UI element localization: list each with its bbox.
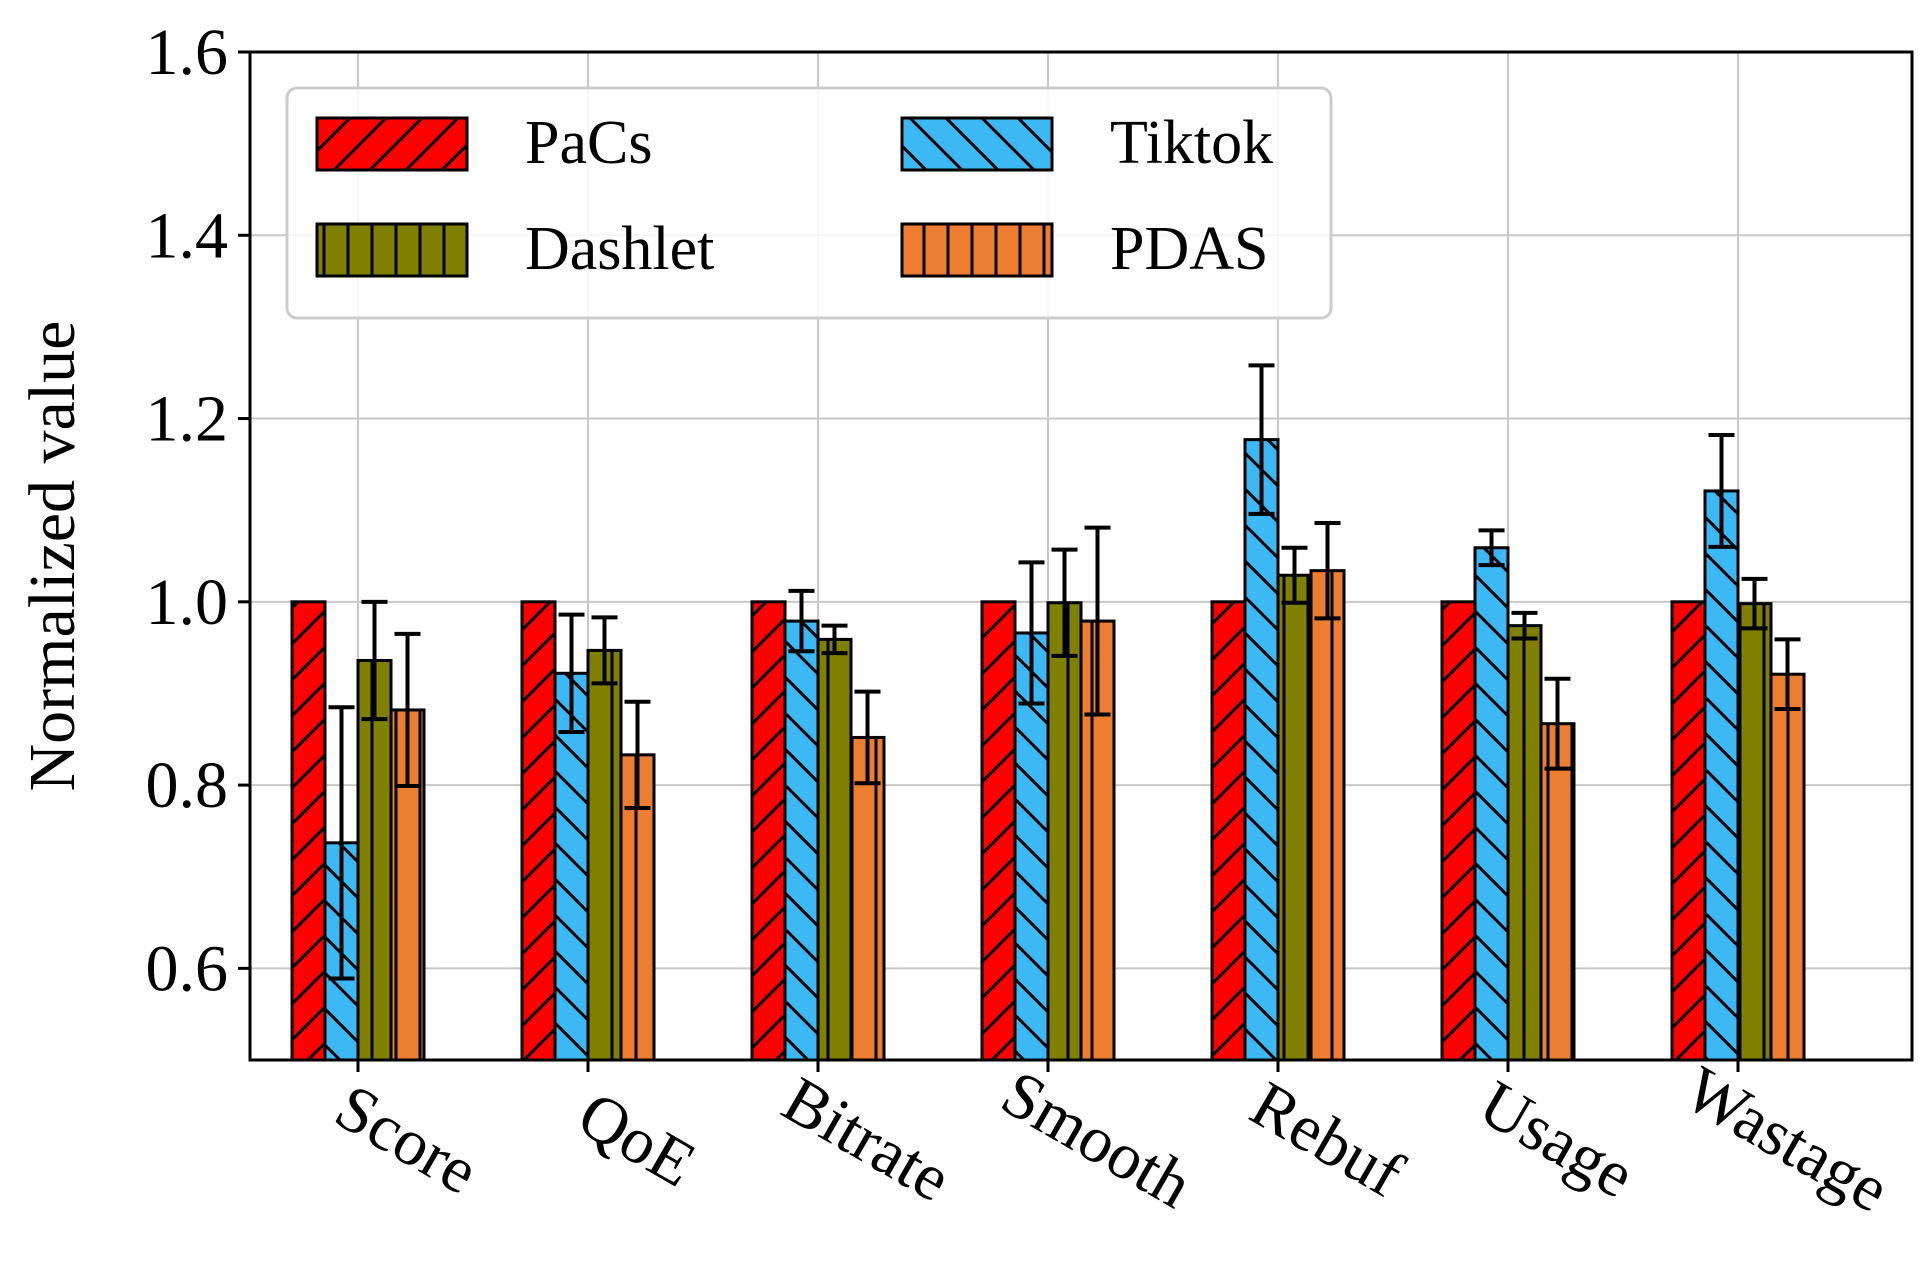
bar-pacs-rebuf-hatch [1212, 601, 1245, 1060]
bar-pacs-qoe-hatch [522, 601, 555, 1060]
legend-item-dashlet: Dashlet [315, 215, 714, 283]
y-tick-label-1: 0.8 [146, 749, 229, 822]
legend-item-pacs-label: PaCs [525, 109, 652, 177]
y-tick-label-5: 1.6 [146, 16, 229, 89]
legend-frame [285, 86, 1333, 320]
bar-tiktok-usage-hatch [1475, 547, 1508, 1060]
bar-dashlet-qoe-hatch [588, 650, 621, 1060]
bar-pacs-wastage-hatch [1672, 601, 1705, 1060]
legend-item-pdas: PDAS [900, 215, 1269, 283]
legend: PaCs Dashlet Tiktok PDAS [285, 86, 1333, 320]
legend-item-pdas-label: PDAS [1110, 215, 1269, 283]
bar-dashlet-score-hatch [358, 660, 391, 1060]
bar-pdas-wastage-hatch [1771, 674, 1804, 1060]
x-tick-label-smooth: Smooth [990, 1057, 1204, 1223]
x-tick-label-usage: Usage [1467, 1067, 1646, 1213]
legend-item-tiktok: Tiktok [900, 109, 1273, 177]
legend-item-pdas-swatch-outline [900, 222, 1054, 278]
legend-item-dashlet-swatch-hatch [317, 224, 467, 276]
x-tick-label-score: Score [323, 1070, 490, 1208]
x-axis-ticks: Score QoE Bitrate Smooth Rebuf Usage Wastage [323, 1052, 1901, 1226]
bar-pacs-usage-hatch [1442, 601, 1475, 1060]
legend-item-dashlet-label: Dashlet [525, 215, 714, 283]
bar-pdas-usage-hatch [1541, 723, 1574, 1060]
bar-pdas-rebuf-hatch [1311, 570, 1344, 1060]
bar-dashlet-wastage-hatch [1738, 603, 1771, 1060]
bar-pacs-smooth-hatch [982, 601, 1015, 1060]
x-tick-label-wastage: Wastage [1672, 1052, 1901, 1226]
legend-item-tiktok-label: Tiktok [1110, 109, 1273, 177]
legend-item-tiktok-swatch-hatch [902, 118, 1052, 170]
bar-dashlet-rebuf-hatch [1278, 575, 1311, 1060]
bar-dashlet-usage-hatch [1508, 625, 1541, 1060]
y-axis-title: Normalized value [16, 321, 89, 792]
legend-item-tiktok-swatch-outline [900, 116, 1054, 172]
bar-pdas-bitrate-hatch [851, 737, 884, 1060]
legend-item-pacs-swatch-hatch [317, 118, 467, 170]
legend-item-pacs: PaCs [315, 109, 652, 177]
y-tick-label-3: 1.2 [146, 383, 229, 456]
error-bars-layer [328, 363, 1801, 981]
x-tick-label-qoe: QoE [566, 1078, 707, 1202]
bar-tiktok-bitrate-hatch [785, 621, 818, 1060]
x-tick-label-rebuf: Rebuf [1239, 1068, 1415, 1212]
x-tick-label-bitrate: Bitrate [771, 1063, 963, 1216]
legend-item-dashlet-swatch-outline [315, 222, 469, 278]
y-tick-label-2: 1.0 [146, 566, 229, 639]
bar-tiktok-rebuf-hatch [1245, 439, 1278, 1060]
y-tick-label-0: 0.6 [146, 932, 229, 1005]
plot-frame [248, 50, 1914, 1062]
y-axis-ticks: 0.6 0.8 1.0 1.2 1.4 1.6 [146, 16, 250, 1005]
legend-item-pacs-swatch-outline [315, 116, 469, 172]
bar-pacs-score-outline [290, 600, 327, 1060]
bar-pacs-bitrate-hatch [752, 601, 785, 1060]
legend-item-pdas-swatch-hatch [902, 224, 1052, 276]
bar-tiktok-wastage-hatch [1705, 490, 1738, 1060]
bar-dashlet-bitrate-hatch [818, 639, 851, 1060]
bar-pacs-score-hatch [292, 601, 325, 1060]
y-tick-label-4: 1.4 [146, 199, 229, 272]
bar-tiktok-qoe-hatch [555, 673, 588, 1060]
bar-dashlet-smooth-hatch [1048, 602, 1081, 1060]
